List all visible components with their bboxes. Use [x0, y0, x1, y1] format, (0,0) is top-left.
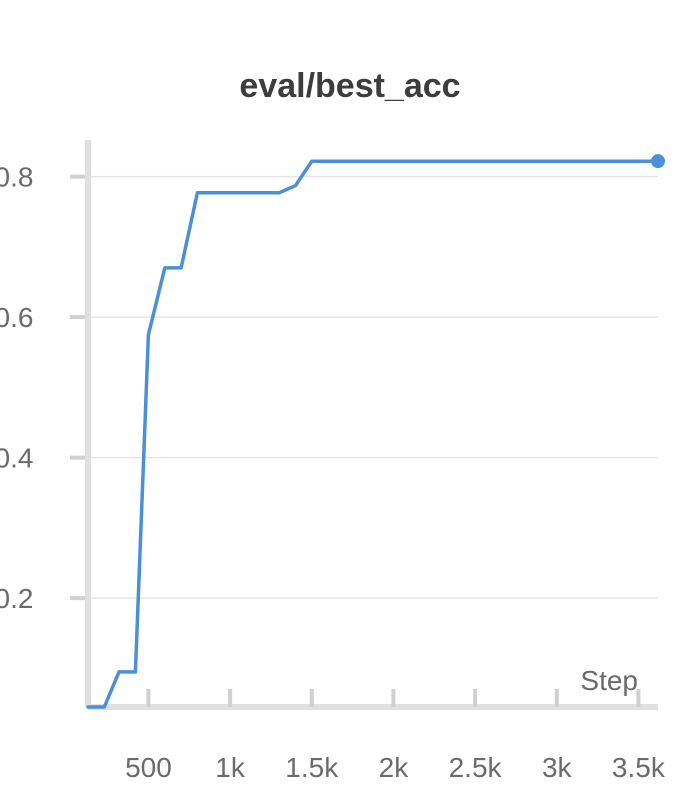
grid-lines [88, 175, 658, 599]
axes [70, 140, 658, 710]
x-tick-label: 500 [125, 752, 172, 783]
x-tick-label: 3k [542, 752, 573, 783]
series-lines [86, 154, 665, 709]
x-tick-label: 2k [379, 752, 410, 783]
x-axis-label: Step [580, 665, 638, 696]
x-tick-label: 2.5k [449, 752, 503, 783]
series-line [86, 159, 660, 709]
y-tick-label: 0.6 [0, 302, 33, 333]
chart-title: eval/best_acc [239, 67, 460, 105]
y-tick-label: 0.2 [0, 583, 33, 614]
y-tick-label: 0.8 [0, 162, 33, 193]
y-tick-label: 0.4 [0, 443, 33, 474]
x-tick-label: 3.5k [612, 752, 666, 783]
tick-labels: 0.2 0.4 0.6 0.8 500 1k 1.5k 2k 2.5k 3k 3.5k [0, 162, 666, 783]
x-tick-label: 1k [215, 752, 246, 783]
series-end-point[interactable] [651, 154, 665, 169]
x-tick-label: 1.5k [285, 752, 339, 783]
